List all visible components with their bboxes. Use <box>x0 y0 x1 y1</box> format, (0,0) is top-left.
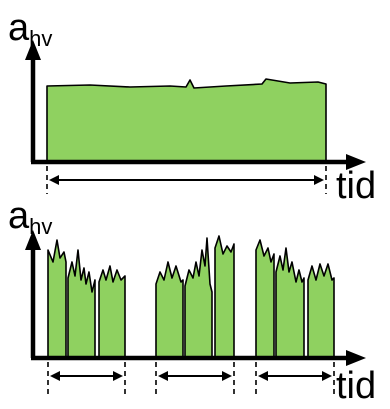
bottom-x-axis-label: tid <box>336 365 376 407</box>
top-duration-arrow-left <box>49 175 59 185</box>
bottom-duration-1-arrow-right <box>113 371 123 381</box>
burst-3c <box>307 263 335 359</box>
burst-1b <box>67 249 96 359</box>
top-x-axis-arrow <box>346 154 366 170</box>
burst-2c <box>214 235 235 359</box>
burst-2b <box>184 237 213 359</box>
bottom-duration-1-arrow-left <box>50 371 60 381</box>
top-duration-arrow-right <box>314 175 324 185</box>
bottom-y-axis-label: ahv <box>8 195 52 239</box>
bottom-duration-2-arrow-right <box>222 371 232 381</box>
bottom-duration-3-arrow-right <box>322 371 332 381</box>
burst-1a <box>47 239 67 359</box>
top-signal-block <box>46 78 327 163</box>
top-y-axis-label: ahv <box>8 7 52 51</box>
bottom-y-axis-arrow <box>25 230 41 250</box>
bottom-duration-3-arrow-left <box>258 371 268 381</box>
burst-1c <box>98 265 126 359</box>
burst-3a <box>255 239 275 359</box>
bottom-duration-2-arrow-left <box>158 371 168 381</box>
bottom-panel: ahv tid <box>8 195 376 407</box>
top-y-axis-arrow <box>25 40 41 60</box>
burst-3b <box>275 247 305 359</box>
top-panel: ahv tid <box>8 7 376 207</box>
bottom-x-axis-arrow <box>346 350 366 366</box>
burst-2a <box>155 261 184 359</box>
top-x-axis-label: tid <box>336 165 376 207</box>
